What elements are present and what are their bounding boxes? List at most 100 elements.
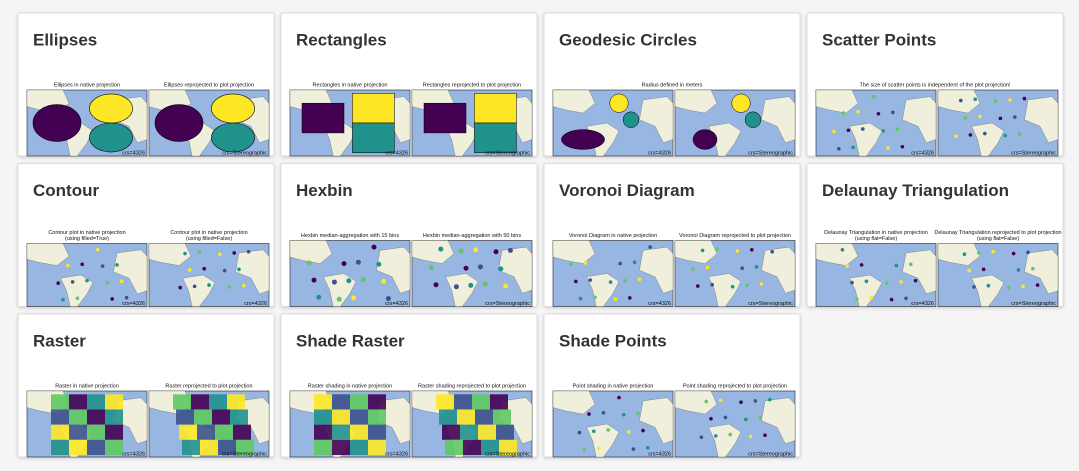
point xyxy=(202,266,206,271)
crs-label: crs=Stereographic xyxy=(748,301,793,307)
point xyxy=(433,282,439,288)
gallery-card[interactable]: Hexbin Hexbin median-aggregation with 15 … xyxy=(280,163,538,307)
point xyxy=(587,412,591,416)
raster-cell xyxy=(350,409,368,425)
raster-cell xyxy=(209,394,227,410)
point xyxy=(744,417,748,422)
point xyxy=(968,133,973,137)
map-land xyxy=(674,240,718,264)
raster-cell xyxy=(51,439,69,456)
card-title: Contour xyxy=(33,181,99,200)
map-land xyxy=(815,89,859,114)
crs-label: crs=4326 xyxy=(385,301,408,307)
point xyxy=(360,276,366,282)
point xyxy=(105,280,110,285)
point xyxy=(110,297,114,301)
raster-cell xyxy=(475,409,493,425)
raster-cell xyxy=(236,439,254,456)
card-title: Ellipses xyxy=(33,30,97,49)
raster-cell xyxy=(69,439,87,456)
point xyxy=(739,400,743,405)
raster-cell xyxy=(233,424,251,440)
point xyxy=(718,398,723,403)
point xyxy=(503,283,509,289)
point xyxy=(730,284,735,289)
raster-cell xyxy=(314,409,332,425)
thumbnail-caption: Voronoi Diagram reprojected to plot proj… xyxy=(679,233,791,239)
raster-cell xyxy=(478,424,496,440)
raster-cell xyxy=(457,409,475,425)
point xyxy=(754,265,759,269)
point xyxy=(507,247,513,253)
point xyxy=(61,297,65,302)
point xyxy=(895,127,900,132)
map-land xyxy=(411,240,455,264)
gallery-card[interactable]: Geodesic Circles Radius defined in meters… xyxy=(543,12,801,157)
raster-cell xyxy=(481,439,499,456)
raster-cell xyxy=(350,439,368,456)
crs-label: crs=4326 xyxy=(244,301,267,307)
gallery-card[interactable]: Rectangles Rectangles in native projectio… xyxy=(280,12,538,157)
gallery-card[interactable]: Contour Contour plot in native projection… xyxy=(17,163,275,307)
shape xyxy=(561,129,605,150)
point xyxy=(1031,266,1035,271)
raster-cell xyxy=(51,394,69,410)
point xyxy=(963,115,968,120)
point xyxy=(913,278,918,283)
crs-label: crs=4326 xyxy=(122,451,145,457)
point xyxy=(636,411,640,416)
map-land xyxy=(289,240,333,264)
point xyxy=(582,447,586,452)
point xyxy=(977,251,981,255)
point xyxy=(100,264,105,268)
crs-label: crs=Stereographic xyxy=(1011,301,1056,307)
point xyxy=(740,266,744,271)
gallery-card[interactable]: Shade Points Point shading in native proj… xyxy=(543,313,801,458)
point xyxy=(376,261,382,267)
raster-cell xyxy=(87,439,105,456)
card-title: Delaunay Triangulation xyxy=(822,181,1009,200)
crs-label: crs=4326 xyxy=(122,150,145,156)
thumbnail-caption: Ellipses in native projection xyxy=(54,82,120,88)
shape xyxy=(423,102,467,134)
point xyxy=(861,127,865,131)
point xyxy=(832,129,836,134)
map-land xyxy=(60,274,94,307)
raster-cell xyxy=(182,439,200,456)
gallery-card[interactable]: Shade Raster Raster shading in native pro… xyxy=(280,313,538,458)
gallery-card[interactable]: Scatter Points The size of scatter points… xyxy=(806,12,1064,157)
raster-cell xyxy=(442,424,460,440)
map-land xyxy=(552,240,596,264)
point xyxy=(859,263,864,267)
thumbnail-caption: (using flat=False) xyxy=(855,236,898,242)
map-land xyxy=(761,397,796,444)
point xyxy=(1013,115,1017,119)
point xyxy=(458,248,464,254)
crs-label: crs=Stereographic xyxy=(485,301,530,307)
point xyxy=(583,261,588,265)
point xyxy=(1026,250,1030,255)
crs-label: crs=4326 xyxy=(385,451,408,457)
shape xyxy=(32,104,82,142)
point xyxy=(1011,251,1016,256)
gallery-card[interactable]: Ellipses Ellipses in native projection Ell… xyxy=(17,12,275,157)
gallery-card[interactable]: Raster Raster in native projection Raster … xyxy=(17,313,275,458)
point xyxy=(900,144,905,149)
point xyxy=(468,282,474,288)
point xyxy=(981,267,986,272)
raster-cell xyxy=(200,439,218,456)
crs-label: crs=4326 xyxy=(648,301,671,307)
thumbnail-caption: Delaunay Triangulation in native project… xyxy=(824,230,928,236)
gallery-card[interactable]: Delaunay Triangulation Delaunay Triangula… xyxy=(806,163,1064,307)
shape xyxy=(622,111,640,128)
point xyxy=(124,295,129,300)
point xyxy=(753,399,758,403)
point xyxy=(588,278,592,282)
gallery-card[interactable]: Voronoi Diagram Voronoi Diagram in native… xyxy=(543,163,801,307)
point xyxy=(648,245,652,249)
raster-cell xyxy=(105,439,123,456)
point xyxy=(70,280,75,284)
crs-label: crs=4326 xyxy=(385,150,408,156)
point xyxy=(986,283,991,288)
thumbnail-caption: Radius defined in meters xyxy=(642,82,703,88)
